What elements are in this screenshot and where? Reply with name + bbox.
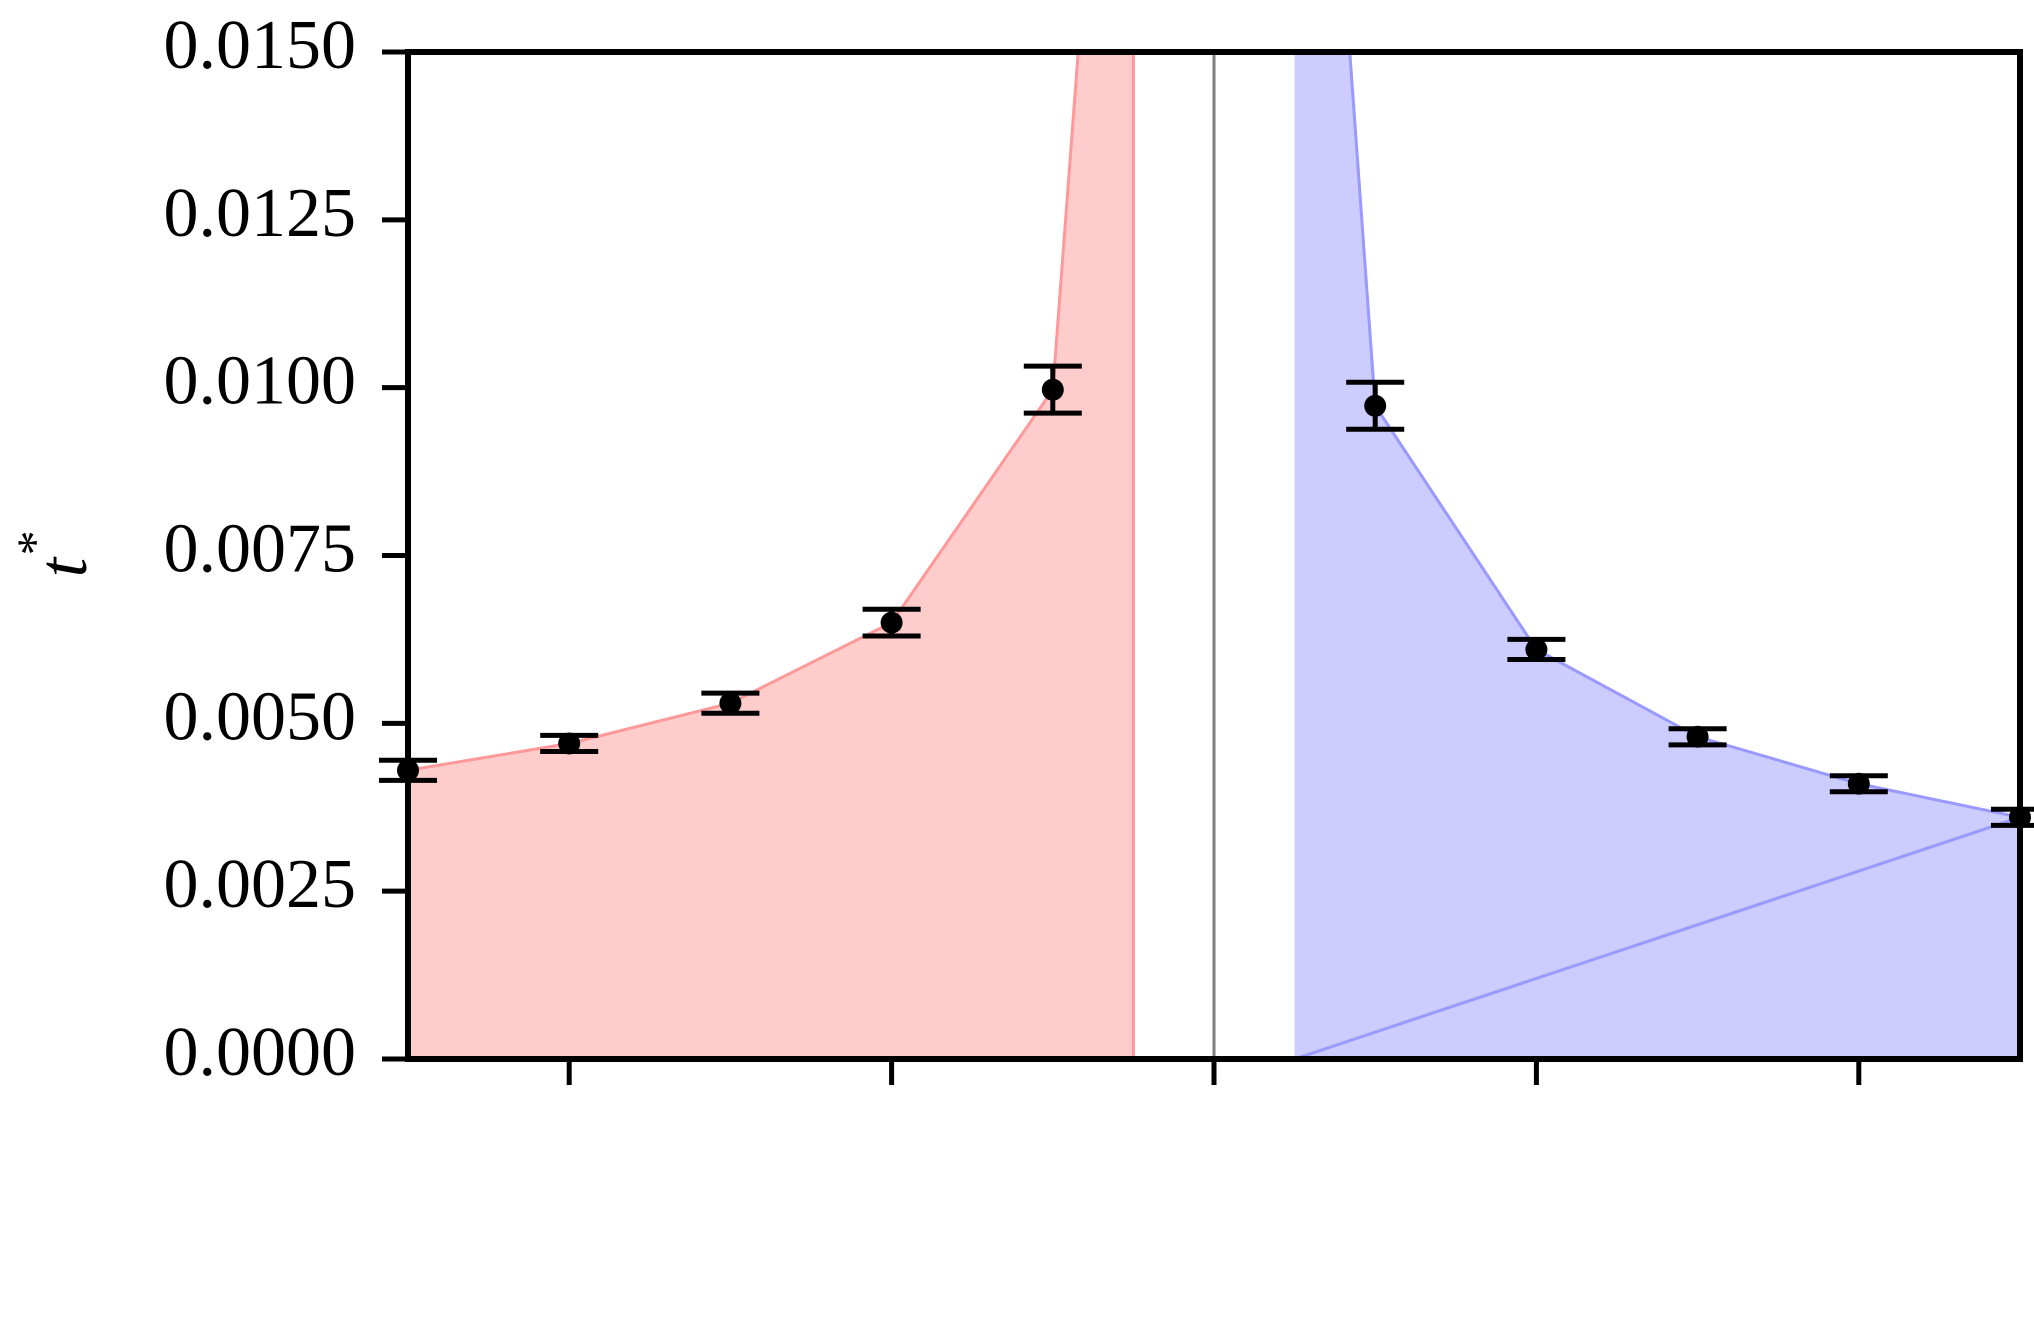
y-tick-label: 0.0150 xyxy=(164,7,357,84)
point xyxy=(1525,638,1548,661)
point xyxy=(1364,394,1387,417)
area xyxy=(408,52,1134,1059)
y-axis-label: t* xyxy=(6,533,102,577)
area xyxy=(1294,52,2020,1059)
y-tick-label: 0.0025 xyxy=(164,846,357,923)
point xyxy=(1847,772,1870,795)
y-tick-label: 0.0100 xyxy=(164,343,357,420)
point xyxy=(558,732,581,755)
y-tick-label: 0.0075 xyxy=(164,511,357,588)
y-tick-label: 0.0125 xyxy=(164,175,357,252)
point xyxy=(880,611,903,634)
y-label-sup: * xyxy=(6,533,62,558)
point xyxy=(1686,725,1709,748)
y-label-main: t xyxy=(25,556,102,577)
point xyxy=(719,692,742,715)
y-tick-label: 0.0000 xyxy=(164,1014,357,1091)
point xyxy=(1041,378,1064,401)
y-tick-label: 0.0050 xyxy=(164,678,357,755)
